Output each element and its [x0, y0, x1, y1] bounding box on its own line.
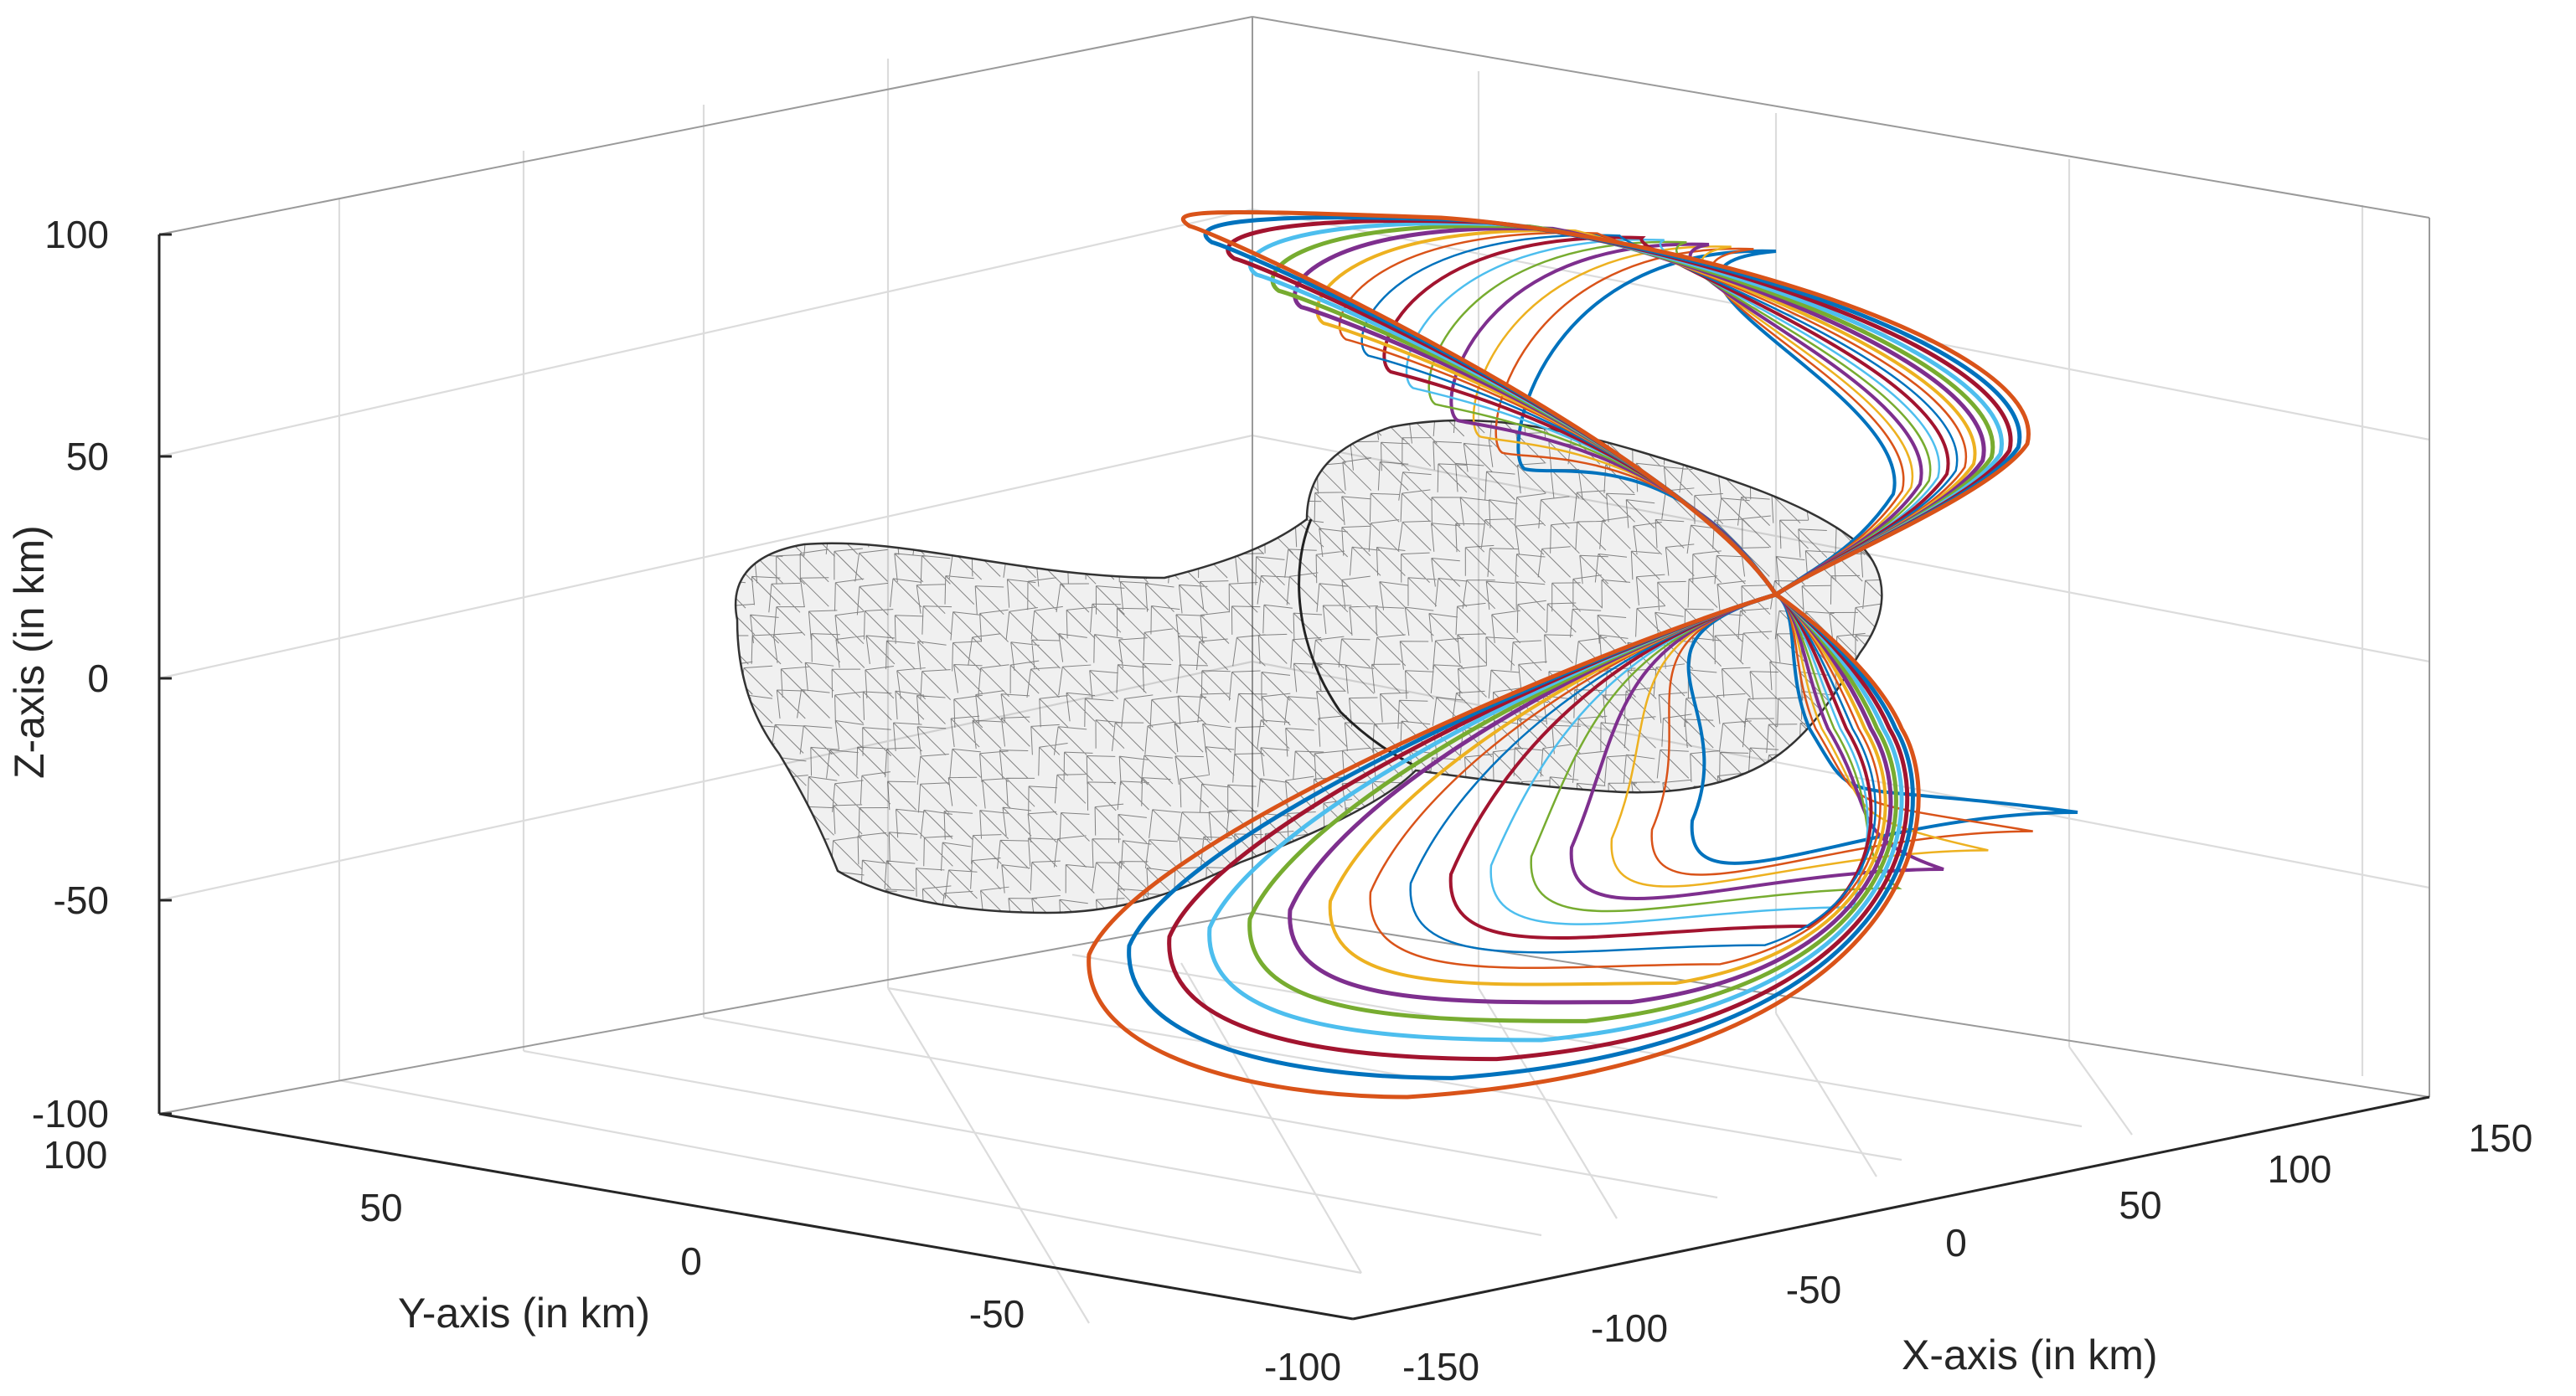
z-tick-label: 50 — [66, 435, 109, 478]
orbit-lower-lobe — [1409, 593, 1877, 954]
x-tick-label: -100 — [1591, 1306, 1668, 1350]
orbit-lower-lobe — [1369, 593, 1882, 970]
x-axis-label: X-axis (in km) — [1902, 1332, 2158, 1378]
orbit-lower-lobe — [1569, 593, 1944, 900]
y-tick-label: -100 — [1264, 1345, 1341, 1388]
axis-lines — [157, 234, 2430, 1321]
orbit-lower-lobe — [1686, 593, 2078, 865]
orbit-lower-lobe — [1489, 593, 1869, 925]
orbit-lower-lobe — [1650, 593, 2033, 876]
orbit-lower-lobe — [1328, 593, 1887, 986]
y-axis-label: Y-axis (in km) — [398, 1290, 650, 1337]
orbit-lower-lobe — [1127, 592, 1915, 1080]
y-tick-label: 0 — [680, 1239, 702, 1283]
orbit-lower-lobe — [1288, 592, 1893, 1005]
orbit-upper-lobe — [1338, 231, 1968, 596]
x-tick-label: 50 — [2119, 1183, 2161, 1227]
trajectory-family — [1087, 209, 2078, 1100]
x-tick-label: 0 — [1945, 1221, 1967, 1265]
asteroid-wireframe — [734, 419, 1883, 914]
orbit-upper-lobe — [1516, 249, 1897, 596]
axes-box — [158, 16, 2430, 1115]
orbit-upper-lobe — [1427, 240, 1932, 596]
x-tick-label: -150 — [1402, 1345, 1479, 1388]
z-tick-label: 100 — [44, 213, 109, 256]
z-tick-label: -100 — [32, 1092, 109, 1136]
z-tick-label: 0 — [87, 657, 109, 700]
orbit-upper-lobe — [1382, 235, 1950, 596]
x-tick-label: 100 — [2268, 1147, 2332, 1191]
y-tick-label: -50 — [969, 1292, 1025, 1336]
orbit-upper-lobe — [1494, 248, 1905, 596]
orbit-upper-lobe — [1180, 209, 2031, 597]
orbit-lower-lobe — [1207, 592, 1904, 1043]
orbit-lower-lobe — [1530, 593, 1902, 913]
x-tick-label: 150 — [2469, 1116, 2533, 1160]
y-tick-label: 50 — [359, 1186, 402, 1229]
orbit-lower-lobe — [1610, 593, 1989, 888]
z-tick-label: -50 — [54, 878, 109, 922]
y-tick-label: 100 — [44, 1133, 108, 1177]
orbit-lower-lobe — [1448, 593, 1873, 940]
orbit-lower-lobe — [1167, 592, 1910, 1062]
orbit-lower-lobe — [1247, 592, 1898, 1023]
x-tick-label: -50 — [1786, 1268, 1841, 1311]
z-axis-label: Z-axis (in km) — [6, 525, 53, 779]
orbit-lower-lobe — [1087, 592, 1921, 1100]
